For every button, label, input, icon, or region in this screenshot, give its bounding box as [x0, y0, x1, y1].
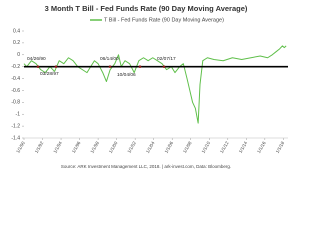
x-tick-label: 1/1/94 [52, 140, 63, 154]
chart-title: 3 Month T Bill - Fed Funds Rate (90 Day … [45, 4, 248, 13]
annotation-label: 04/26/90 [27, 56, 46, 62]
y-tick-label: -1.2 [11, 123, 20, 129]
y-tick-label: -0.4 [11, 76, 20, 82]
x-tick-label: 1/1/16 [256, 140, 267, 154]
x-tick-label: 1/1/04 [145, 140, 156, 154]
annotation-dot [36, 65, 40, 68]
series-line [23, 45, 287, 124]
x-tick-label: 1/1/12 [219, 140, 230, 154]
x-tick-label: 1/1/92 [34, 140, 45, 154]
y-tick-label: 0 [17, 52, 20, 58]
x-tick-label: 1/1/08 [182, 140, 193, 154]
x-tick-label: 1/1/96 [71, 140, 82, 154]
x-tick-label: 1/1/02 [126, 140, 137, 154]
chart: 3 Month T Bill - Fed Funds Rate (90 Day … [0, 0, 292, 172]
x-tick-label: 1/1/14 [238, 140, 249, 154]
y-tick-label: -0.6 [11, 88, 20, 94]
x-tick-label: 1/1/00 [108, 140, 119, 154]
annotation-dot [108, 65, 112, 68]
background [0, 0, 292, 172]
x-tick-label: 1/1/06 [164, 140, 175, 154]
x-tick-label: 1/1/98 [89, 140, 100, 154]
annotation-label: 03/28/97 [40, 71, 59, 77]
annotation-label: 10/04/06 [117, 72, 136, 78]
annotation-dot [54, 65, 58, 68]
y-tick-label: -0.8 [11, 100, 20, 106]
annotation-label: 02/07/17 [157, 56, 176, 62]
annotation-dot [138, 65, 142, 68]
x-tick-label: 1/1/10 [201, 140, 212, 154]
y-tick-label: 0.4 [13, 28, 20, 34]
x-tick-label: 1/1/18 [275, 140, 286, 154]
y-tick-label: -1 [16, 112, 21, 118]
y-tick-label: 0.2 [13, 40, 20, 46]
y-tick-label: -0.2 [11, 64, 20, 70]
legend-label: T Bill - Fed Funds Rate (90 Day Moving A… [104, 17, 224, 23]
source-note: Source: ARK Investment Management LLC, 2… [61, 164, 231, 169]
y-tick-label: -1.4 [11, 135, 20, 141]
annotation-dot [162, 65, 166, 68]
annotation-label: 06/14/00 [100, 56, 119, 62]
x-tick-label: 1/1/90 [15, 140, 26, 154]
